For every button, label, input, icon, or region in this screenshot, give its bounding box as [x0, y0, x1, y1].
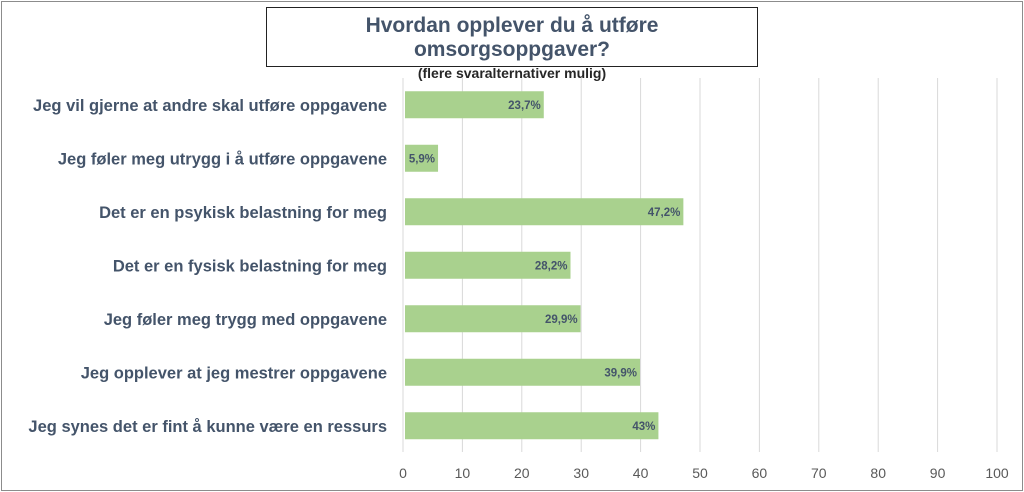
x-tick-label: 100	[985, 465, 1009, 481]
chart-title: Hvordan opplever du å utføre omsorgsoppg…	[365, 14, 659, 61]
category-label: Jeg føler meg trygg med oppgavene	[104, 311, 387, 329]
bar	[405, 358, 641, 386]
x-tick-label: 60	[752, 465, 768, 481]
category-label: Det er en psykisk belastning for meg	[99, 204, 387, 222]
data-label: 23,7%	[508, 100, 541, 112]
x-tick-label: 20	[514, 465, 530, 481]
x-tick-label: 90	[930, 465, 946, 481]
bar	[405, 144, 439, 172]
x-tick-label: 50	[692, 465, 708, 481]
x-axis-tick-labels: 0 10 20 30 40 50 60 70 80 90 100	[399, 465, 1009, 481]
data-label: 28,2%	[535, 260, 568, 272]
bars	[405, 91, 684, 440]
bar	[405, 305, 581, 333]
gridlines	[402, 78, 998, 452]
bar	[405, 198, 684, 226]
chart-subtitle: (flere svaralternativer mulig)	[417, 65, 607, 81]
category-label: Jeg opplever at jeg mestrer oppgavene	[81, 364, 387, 382]
category-labels: Jeg vil gjerne at andre skal utføre oppg…	[28, 97, 387, 436]
category-label: Det er en fysisk belastning for meg	[113, 257, 387, 275]
bar	[405, 412, 659, 440]
data-label: 29,9%	[545, 314, 578, 326]
value-labels: 23,7% 5,9% 47,2% 28,2% 29,9% 39,9% 43%	[409, 100, 681, 433]
bar	[405, 251, 571, 279]
category-label: Jeg vil gjerne at andre skal utføre oppg…	[33, 97, 387, 115]
bar	[405, 91, 544, 119]
data-label: 5,9%	[409, 153, 435, 165]
data-label: 39,9%	[604, 367, 637, 379]
x-tick-label: 0	[399, 465, 407, 481]
data-label: 43%	[632, 421, 655, 433]
x-tick-label: 30	[573, 465, 589, 481]
x-tick-label: 80	[870, 465, 886, 481]
chart-title-box: Hvordan opplever du å utføre omsorgsoppg…	[266, 7, 758, 81]
category-label: Jeg føler meg utrygg i å utføre oppgaven…	[58, 150, 387, 168]
category-label: Jeg synes det er fint å kunne være en re…	[28, 418, 387, 436]
x-tick-label: 40	[633, 465, 649, 481]
data-label: 47,2%	[648, 207, 681, 219]
x-tick-label: 70	[811, 465, 827, 481]
x-tick-label: 10	[455, 465, 471, 481]
